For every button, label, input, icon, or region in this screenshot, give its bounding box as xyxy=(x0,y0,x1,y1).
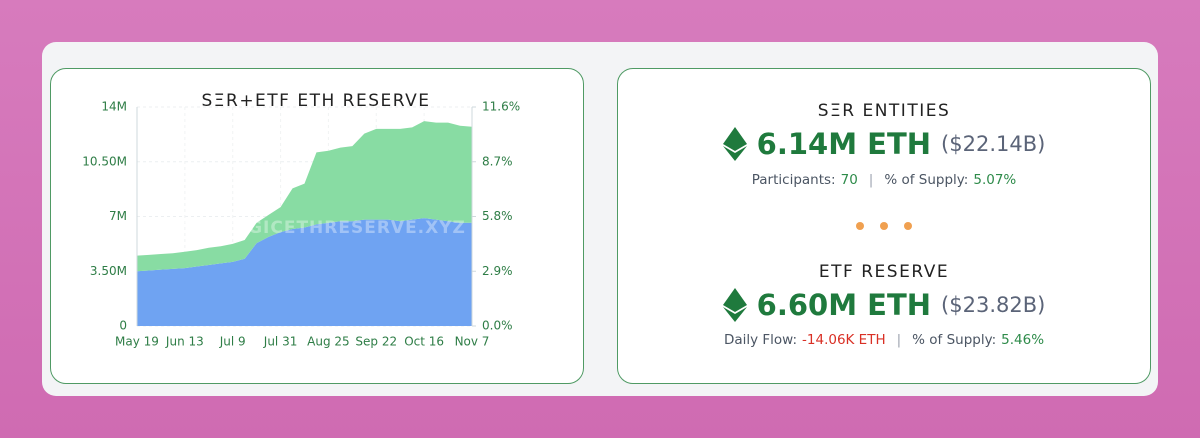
stat-value: -14.06K ETH xyxy=(802,332,886,348)
entities-amount-row: 6.14M ETH ($22.14B) xyxy=(617,127,1151,161)
x-tick-label: Jun 13 xyxy=(165,335,204,349)
area xyxy=(137,218,472,326)
stat-label: Daily Flow: xyxy=(723,332,798,348)
watermark: STRATEGICETHRESERVE.XYZ xyxy=(170,218,466,238)
entities-stats: Participants: 70 | % of Supply: 5.07% xyxy=(617,172,1151,188)
x-tick-label: Sep 22 xyxy=(355,335,397,349)
entities-title: SΞR ENTITIES xyxy=(817,101,951,121)
eth-icon xyxy=(722,127,747,161)
x-tick-label: May 19 xyxy=(115,335,159,349)
separator: | xyxy=(868,172,874,188)
x-tick-label: Nov 7 xyxy=(455,335,490,349)
x-tick-label: Aug 25 xyxy=(307,335,350,349)
stat-value: 70 xyxy=(840,172,858,188)
y2-tick-label: 8.7% xyxy=(482,154,513,168)
y-tick-label: 14M xyxy=(101,100,127,114)
etf-usd: ($23.82B) xyxy=(941,293,1046,317)
stat-label: % of Supply: xyxy=(912,332,997,348)
y2-tick-label: 11.6% xyxy=(482,100,520,114)
x-tick-label: Oct 16 xyxy=(404,335,444,349)
y2-tick-label: 0.0% xyxy=(482,319,513,333)
entities-usd: ($22.14B) xyxy=(941,132,1046,156)
etf-stats: Daily Flow: -14.06K ETH | % of Supply: 5… xyxy=(617,332,1151,348)
chart-title: SΞR+ETF ETH RESERVE xyxy=(201,91,430,111)
entities-amount: 6.14M ETH xyxy=(756,127,932,161)
area xyxy=(137,121,472,272)
stat-value: 5.07% xyxy=(973,172,1017,188)
stat-value: 5.46% xyxy=(1001,332,1045,348)
x-tick-label: Jul 9 xyxy=(219,335,246,349)
etf-amount-row: 6.60M ETH ($23.82B) xyxy=(617,288,1151,322)
y2-tick-label: 2.9% xyxy=(482,264,513,278)
x-tick-label: Jul 31 xyxy=(263,335,298,349)
etf-amount: 6.60M ETH xyxy=(756,288,932,322)
y-tick-label: 3.50M xyxy=(90,264,127,278)
eth-icon xyxy=(722,288,747,322)
y-tick-label: 0 xyxy=(119,319,127,333)
etf-title: ETF RESERVE xyxy=(818,262,950,282)
y-tick-label: 7M xyxy=(109,209,127,223)
y-tick-label: 10.50M xyxy=(82,154,127,168)
separator: | xyxy=(896,332,902,348)
stat-label: Participants: xyxy=(751,172,836,188)
y2-tick-label: 5.8% xyxy=(482,209,513,223)
stat-label: % of Supply: xyxy=(884,172,969,188)
